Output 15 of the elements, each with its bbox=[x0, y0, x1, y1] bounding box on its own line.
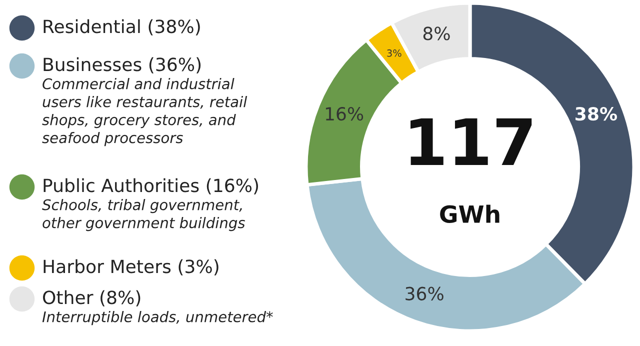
data-label: 8% bbox=[423, 26, 450, 40]
legend-label: Public Authorities (16%) bbox=[44, 178, 258, 194]
legend-label: Other (8%) bbox=[43, 290, 140, 306]
legend-label: Businesses (36%) bbox=[44, 57, 201, 74]
text: Interruptible loads, unmetered* bbox=[42, 311, 273, 326]
data-label: 38% bbox=[576, 106, 617, 121]
legend-label: Residential (38%) bbox=[44, 19, 200, 36]
text: Schools, tribal government, other government buildings bbox=[42, 199, 245, 232]
text: Commercial and industrial users like restaurants, retail shops, grocery stores, and seafood processors bbox=[42, 78, 248, 146]
text: GWh bbox=[440, 204, 500, 224]
data-label: 16% bbox=[326, 106, 364, 121]
data-label: 36% bbox=[406, 286, 444, 300]
data-label: 3% bbox=[387, 49, 402, 57]
text: 117 bbox=[410, 118, 532, 165]
legend-label: Harbor Meters (3%) bbox=[44, 259, 218, 276]
